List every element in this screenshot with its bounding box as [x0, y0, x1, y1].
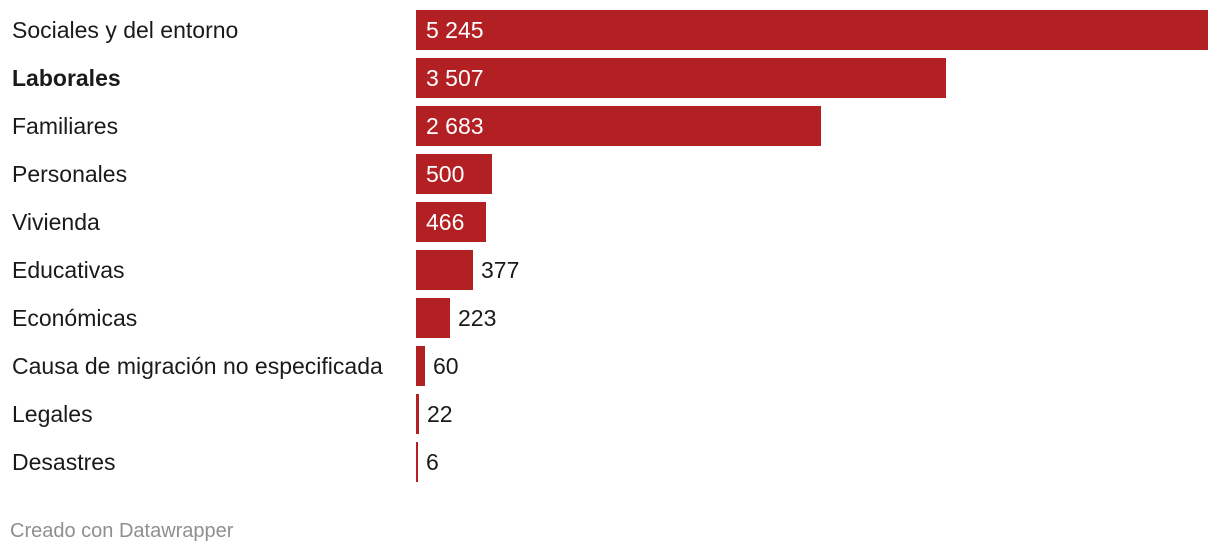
category-label: Causa de migración no especificada — [12, 353, 383, 379]
chart-row: Personales 500 — [0, 144, 1220, 194]
bar — [416, 154, 492, 194]
category-label: Desastres — [12, 449, 116, 475]
bar — [416, 442, 418, 482]
bar — [416, 106, 821, 146]
chart-row: Sociales y del entorno 5 245 — [0, 0, 1220, 50]
chart-row: Desastres 6 — [0, 432, 1220, 482]
value-label: 60 — [433, 353, 459, 379]
value-label: 2 683 — [426, 113, 484, 139]
category-label: Sociales y del entorno — [12, 17, 239, 43]
bar — [416, 346, 425, 386]
bar — [416, 202, 486, 242]
category-label: Personales — [12, 161, 128, 187]
value-label: 223 — [458, 305, 497, 331]
category-label: Vivienda — [12, 209, 100, 235]
chart-row: Laborales 3 507 — [0, 48, 1220, 98]
chart-row: Causa de migración no especificada 60 — [0, 336, 1220, 386]
bar-chart: Sociales y del entorno 5 245 Laborales 3 50… — [0, 0, 1220, 482]
bar — [416, 10, 1208, 50]
bar — [416, 394, 419, 434]
chart-row: Educativas 377 — [0, 240, 1220, 290]
bar — [416, 298, 450, 338]
datawrapper-credit: Creado con Datawrapper — [10, 520, 234, 542]
chart-row: Económicas 223 — [0, 288, 1220, 338]
category-label: Familiares — [12, 113, 119, 139]
category-label: Económicas — [12, 305, 138, 331]
value-label: 466 — [426, 209, 465, 235]
bar — [416, 58, 946, 98]
value-label: 22 — [427, 401, 453, 427]
value-label: 500 — [426, 161, 465, 187]
chart-row: Vivienda 466 — [0, 192, 1220, 242]
category-label: Laborales — [12, 65, 121, 91]
category-label: Educativas — [12, 257, 125, 283]
value-label: 6 — [426, 449, 439, 475]
category-label: Legales — [12, 401, 93, 427]
value-label: 377 — [481, 257, 520, 283]
value-label: 3 507 — [426, 65, 484, 91]
value-label: 5 245 — [426, 17, 484, 43]
bar — [416, 250, 473, 290]
chart-row: Legales 22 — [0, 384, 1220, 434]
chart-row: Familiares 2 683 — [0, 96, 1220, 146]
